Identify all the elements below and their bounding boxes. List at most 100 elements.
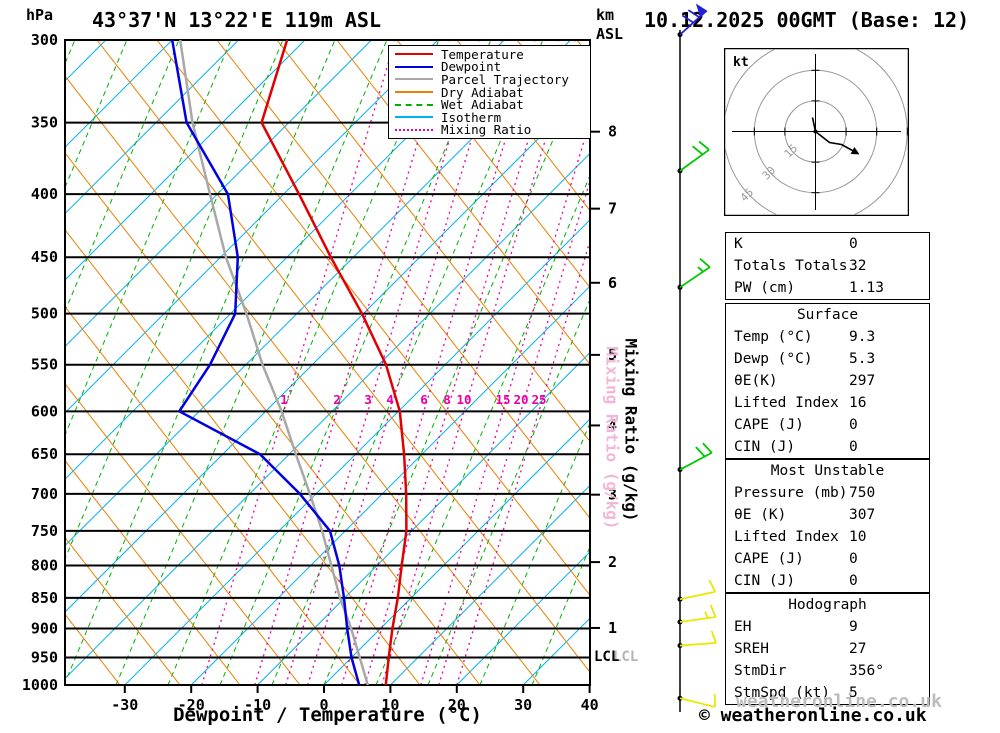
temp-tick-label: 20 [448, 696, 466, 714]
isotherm-line [124, 219, 590, 685]
stat-label: CIN (J) [734, 439, 796, 455]
pressure-tick-label: 450 [31, 248, 58, 266]
wind-barb [679, 3, 708, 36]
table-row: PW (cm) 1.13 [726, 277, 929, 299]
legend-label: Mixing Ratio [441, 122, 532, 138]
dry-adiabat-line [65, 613, 121, 685]
km-tick-label: 4 [608, 416, 617, 434]
stat-value: 16 [849, 395, 867, 411]
pressure-tick-label: 400 [31, 185, 58, 203]
pressure-tick-label: 750 [31, 522, 58, 540]
pressure-tick-label: 300 [31, 31, 58, 49]
dry-adiabat-line [216, 40, 590, 520]
legend: Temperature Dewpoint Parcel Trajectory Dry … [388, 45, 591, 140]
legend-entry: Wet Adiabat [389, 97, 590, 113]
temp-tick-label: 0 [319, 696, 328, 714]
table-row: CIN (J) 0 [726, 436, 929, 458]
table-row: θE (K) 307 [726, 504, 929, 526]
legend-label: Parcel Trajectory [441, 71, 569, 87]
legend-swatch-isotherm [395, 116, 433, 119]
table-row: CAPE (J) 0 [726, 548, 929, 570]
hodograph-arrowhead [850, 146, 860, 155]
stat-label: EH [734, 619, 752, 635]
dry-adiabat-line [637, 40, 720, 685]
most-unstable-table: Most Unstable Pressure (mb) 750 θE (K) 307 L… [725, 459, 930, 593]
table-row: θE(K) 297 [726, 370, 929, 392]
temp-tick-label: 10 [381, 696, 399, 714]
table-row: CIN (J) 0 [726, 570, 929, 592]
km-tick-label: 5 [608, 346, 617, 364]
legend-label: Temperature [441, 46, 524, 62]
isotherm-line [65, 40, 372, 348]
wind-barb-staff [679, 642, 716, 647]
isotherm-line [65, 152, 590, 680]
pressure-tick-label: 350 [31, 114, 58, 132]
dry-adiabat-line [336, 40, 590, 366]
dry-adiabat-line [65, 459, 241, 685]
wind-barb-staff [679, 697, 716, 708]
wind-barb-full [691, 145, 704, 156]
table-row: Lifted Index 16 [726, 392, 929, 414]
stat-value: 750 [849, 485, 876, 501]
wind-barb-full [695, 446, 706, 458]
stat-label: θE (K) [734, 507, 787, 523]
wind-barb-full [702, 442, 713, 454]
isotherm-line [65, 40, 439, 414]
wind-barb [679, 604, 717, 623]
wind-barb-staff [679, 590, 716, 601]
pressure-tick-label: 900 [31, 620, 58, 638]
table-row: Totals Totals 32 [726, 255, 929, 277]
dry-adiabat-line [156, 40, 590, 597]
table-row: EH 9 [726, 616, 929, 638]
stat-value: 356° [849, 663, 884, 679]
isotherm-line [65, 86, 590, 613]
x-axis-label: Dewpoint / Temperature (°C) [173, 704, 482, 726]
legend-entry: Parcel Trajectory [389, 71, 590, 87]
stat-label: StmSpd (kt) [734, 685, 831, 701]
legend-entry: Mixing Ratio [389, 122, 590, 138]
stat-label: Temp (°C) [734, 329, 813, 345]
pressure-tick-label: 700 [31, 485, 58, 503]
wind-barb-full [698, 140, 710, 151]
stat-value: 0 [849, 236, 858, 252]
legend-label: Wet Adiabat [441, 97, 524, 113]
temp-tick-label: 40 [581, 696, 599, 714]
wind-barb-full [709, 604, 717, 618]
dry-adiabat-line [65, 75, 541, 685]
mixing-ratio-value-label: 6 [420, 392, 428, 407]
stat-label: CAPE (J) [734, 551, 804, 567]
mixing-ratio-value-label: 10 [456, 392, 471, 407]
km-tick-label: 1 [608, 619, 617, 637]
stat-label: Pressure (mb) [734, 485, 848, 501]
dry-adiabat-line [576, 40, 590, 58]
mixing-ratio-value-label: 4 [386, 392, 394, 407]
temp-tick-label: -20 [178, 696, 205, 714]
stat-value: 27 [849, 641, 867, 657]
legend-swatch-mixing_ratio [395, 128, 433, 131]
dry-adiabat-line [456, 40, 590, 212]
wind-barb [679, 630, 717, 647]
wind-barb-full [681, 14, 694, 24]
mixing-ratio-value-label: 25 [531, 392, 546, 407]
table-row: SREH 27 [726, 638, 929, 660]
stat-label: Lifted Index [734, 395, 839, 411]
mixing-ratio-line [420, 118, 590, 685]
stat-value: 0 [849, 551, 858, 567]
table-row: StmSpd (kt) 5 [726, 682, 929, 704]
surface-table-title: Surface [796, 307, 859, 323]
wind-barb [679, 693, 716, 708]
wind-barb-staff [679, 451, 713, 471]
legend-label: Dewpoint [441, 59, 502, 75]
altitude-unit-km-label: km [596, 6, 615, 24]
mixing-ratio-line [364, 40, 559, 685]
isotherm-line [65, 40, 571, 547]
background-lines [65, 40, 720, 685]
altitude-unit-asl-label: ASL [596, 25, 624, 43]
isotherm-line [65, 40, 505, 480]
mixing-ratio-line [201, 40, 396, 685]
pressure-tick-label: 550 [31, 356, 58, 374]
isotherm-line [190, 285, 590, 685]
table-row: StmDir 356° [726, 660, 929, 682]
stat-value: 0 [849, 573, 858, 589]
wind-barb-staff [679, 266, 711, 289]
